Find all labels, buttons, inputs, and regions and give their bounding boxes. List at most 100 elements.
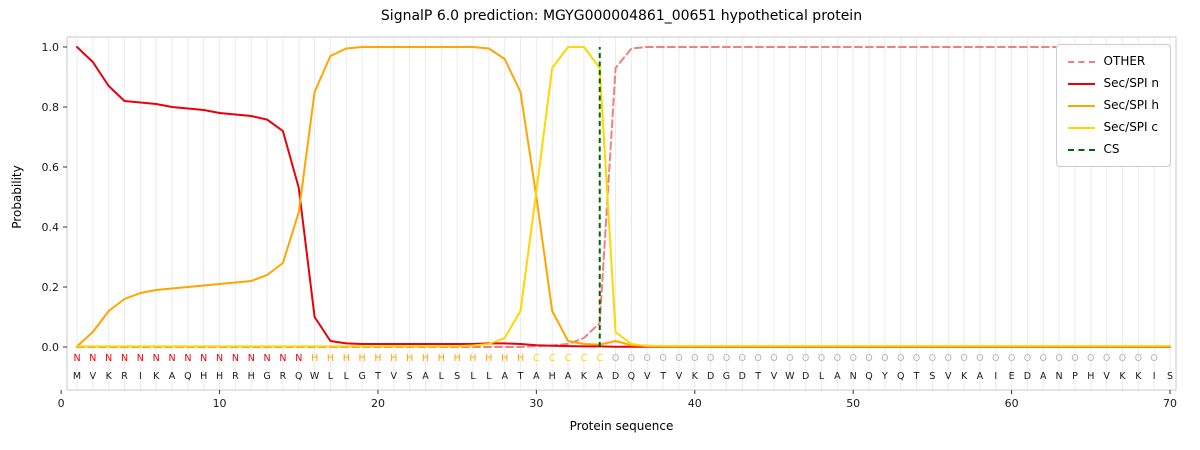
sequence-letter: G (263, 371, 270, 382)
region-letter: O (1135, 353, 1142, 364)
region-letter: N (232, 353, 239, 364)
region-letter: O (834, 353, 841, 364)
sequence-letter: D (739, 371, 746, 382)
y-axis-ticks: 0.0 0.2 0.4 0.6 0.8 1.0 (42, 41, 67, 354)
region-letter: O (723, 353, 730, 364)
sequence-letter: Q (628, 371, 635, 382)
legend-label-sec-spi-c: Sec/SPI c (1103, 120, 1158, 134)
sequence-letter: T (754, 371, 761, 382)
legend-line-other-icon (1067, 60, 1095, 63)
sequence-letter: N (850, 371, 857, 382)
region-letter: O (818, 353, 825, 364)
sequence-letter: M (73, 371, 81, 382)
sequence-letter: T (374, 371, 381, 382)
sequence-letter: N (1056, 371, 1063, 382)
region-letter: H (501, 353, 508, 364)
region-letter: O (802, 353, 809, 364)
sequence-letter: S (454, 371, 460, 382)
region-letter: O (960, 353, 967, 364)
sequence-letter: D (1024, 371, 1031, 382)
sequence-letter: D (612, 371, 619, 382)
region-letter: N (105, 353, 112, 364)
region-letter: O (1119, 353, 1126, 364)
sequence-letter: V (771, 371, 778, 382)
region-letter: O (644, 353, 651, 364)
sequence-letter: H (549, 371, 556, 382)
curve-h (76, 46, 1171, 348)
sequence-letter: A (501, 371, 508, 382)
region-letter: O (1087, 353, 1094, 364)
region-letter: O (897, 353, 904, 364)
sequence-letter: D (802, 371, 809, 382)
sequence-letter: L (819, 371, 825, 382)
sequence-letter: L (486, 371, 492, 382)
sequence-letter: A (596, 371, 603, 382)
region-letter: O (944, 353, 951, 364)
legend-item-sec-spi-c: Sec/SPI c (1067, 120, 1159, 135)
sequence-letter: Q (865, 371, 872, 382)
sequence-letter: T (659, 371, 666, 382)
sequence-letter: V (391, 371, 398, 382)
sequence-letter: Y (881, 371, 888, 382)
sequence-letter: P (1072, 371, 1078, 382)
x-tick-label: 20 (371, 397, 385, 410)
sequence-letter: A (977, 371, 984, 382)
region-letter: N (137, 353, 144, 364)
region-letter: H (517, 353, 524, 364)
region-letter: O (881, 353, 888, 364)
y-tick-label: 1.0 (42, 41, 60, 54)
region-letter: H (469, 353, 476, 364)
y-tick-label: 0.2 (42, 281, 60, 294)
sequence-letter: H (248, 371, 255, 382)
sequence-letter: V (644, 371, 651, 382)
sequence-letter: I (1153, 371, 1156, 382)
sequence-letter: R (121, 371, 128, 382)
legend-item-other: OTHER (1067, 54, 1159, 69)
sequence-letter: H (1087, 371, 1094, 382)
sequence-letter: G (723, 371, 730, 382)
legend-line-n-icon (1067, 82, 1095, 85)
sequence-letter: L (344, 371, 350, 382)
region-letter: H (343, 353, 350, 364)
x-tick-label: 40 (688, 397, 702, 410)
sequence-letter: A (834, 371, 841, 382)
region-letter: N (279, 353, 286, 364)
x-axis-label: Protein sequence (569, 419, 674, 433)
legend-label-other: OTHER (1103, 54, 1146, 68)
region-letter: O (929, 353, 936, 364)
region-letter: O (739, 353, 746, 364)
x-tick-label: 10 (213, 397, 227, 410)
sequence-letter: T (913, 371, 920, 382)
y-tick-label: 0.6 (42, 161, 60, 174)
region-letter: C (581, 353, 588, 364)
sequence-letter: Q (184, 371, 191, 382)
sequence-letter: R (280, 371, 287, 382)
region-letter: O (1071, 353, 1078, 364)
sequence-letter: D (707, 371, 714, 382)
region-letter: O (628, 353, 635, 364)
legend-item-sec-spi-h: Sec/SPI h (1067, 98, 1159, 113)
region-letter: O (913, 353, 920, 364)
x-tick-label: 30 (529, 397, 543, 410)
sequence-letter: V (676, 371, 683, 382)
region-letter: H (390, 353, 397, 364)
plot-border (66, 36, 1177, 391)
sequence-letter: L (439, 371, 445, 382)
region-letter: O (1024, 353, 1031, 364)
x-tick-label: 0 (58, 397, 65, 410)
sequence-letter: H (200, 371, 207, 382)
region-letter: O (1040, 353, 1047, 364)
region-letter: H (311, 353, 318, 364)
sequence-letter: A (533, 371, 540, 382)
legend-line-h-icon (1067, 104, 1095, 107)
sequence-letter: K (1119, 371, 1126, 382)
x-axis-ticks: 0 10 20 30 40 50 60 70 (58, 390, 1177, 410)
region-letter: O (770, 353, 777, 364)
sequence-letter: G (358, 371, 365, 382)
region-letter: O (786, 353, 793, 364)
legend-item-sec-spi-n: Sec/SPI n (1067, 76, 1159, 91)
sequence-letter: S (407, 371, 413, 382)
sequence-letter: Q (897, 371, 904, 382)
